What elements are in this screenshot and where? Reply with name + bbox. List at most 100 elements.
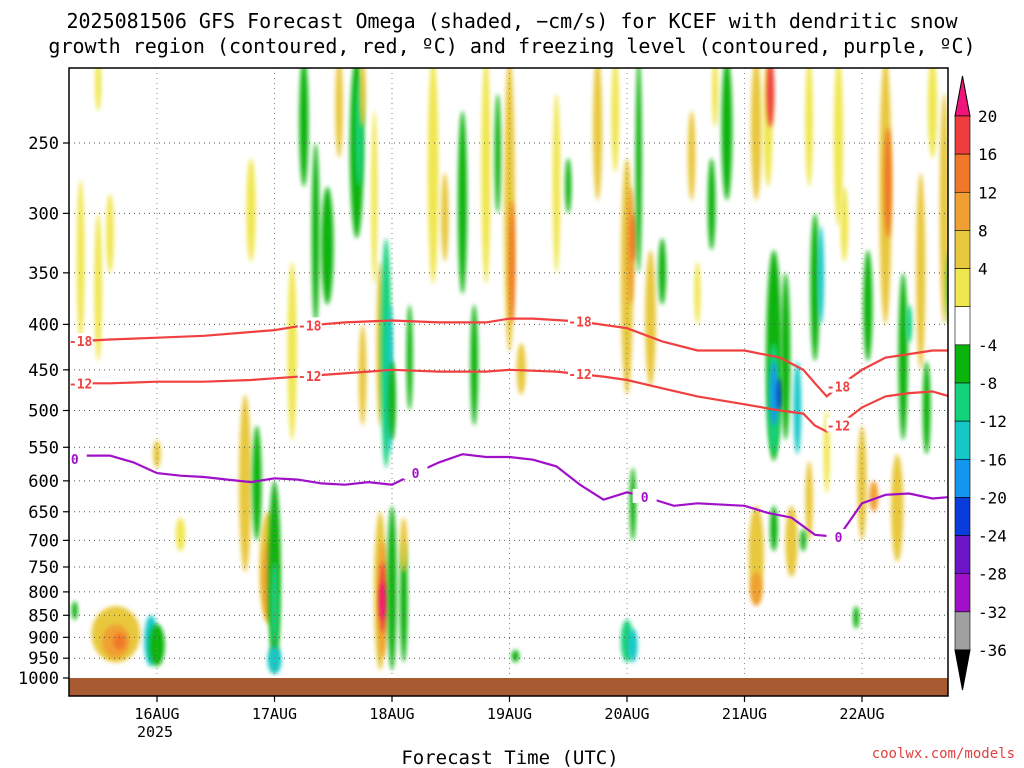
omega-shade-cell [645, 250, 656, 387]
colorbar-label: -28 [978, 565, 1007, 584]
contour-label: -18 [298, 319, 322, 334]
x-year-label: 2025 [137, 723, 173, 741]
y-tick-label: 750 [28, 558, 59, 578]
y-tick-label: 300 [28, 204, 59, 224]
y-tick-label: 650 [28, 503, 59, 523]
colorbar-label: 16 [978, 145, 997, 164]
colorbar-label: -24 [978, 527, 1007, 546]
x-tick-label: 19AUG [487, 705, 532, 723]
contour-label-bg [568, 313, 592, 328]
omega-shade-cell [658, 238, 667, 305]
contour-label: -18 [827, 381, 851, 396]
omega-shade-cell [840, 186, 849, 262]
contour-label-bg [826, 417, 851, 432]
omega-shade-cell [399, 540, 408, 663]
x-tick-label: 20AUG [604, 705, 649, 723]
omega-shade-cell [267, 645, 282, 675]
y-tick-label: 700 [28, 531, 59, 551]
omega-shade-cell [359, 68, 366, 128]
y-tick-label: 600 [28, 472, 59, 492]
ground-surface [69, 678, 948, 696]
colorbar-swatch [954, 153, 971, 193]
omega-shade-cell [863, 250, 873, 362]
omega-shade-cell [481, 68, 491, 284]
contours-group: -18 -18 -18 -18 -12 -12 -12 -12 0 0 0 0 [69, 313, 948, 546]
y-tick-label: 850 [28, 606, 59, 626]
omega-shade-cell [427, 68, 439, 284]
colorbar-label: -4 [978, 336, 997, 355]
omega-shade-cell [766, 68, 775, 128]
omega-shade-cell [800, 529, 807, 552]
colorbar-swatch [954, 535, 971, 575]
omega-shade-cell [457, 110, 468, 295]
colorbar-label: -12 [978, 412, 1007, 431]
omega-shade-cell [95, 68, 102, 111]
omega-shade-cell [776, 378, 783, 411]
omega-shade-cell [927, 68, 938, 159]
omega-shade-cell [106, 193, 114, 273]
omega-shade-cell [884, 127, 892, 239]
colorbar-swatch [954, 268, 971, 308]
omega-shade-cell [687, 110, 696, 201]
x-tick-label: 22AUG [839, 705, 884, 723]
omega-shade-cell [379, 582, 386, 620]
omega-shade-cell [299, 68, 309, 187]
y-axis: 2503003504004505005506006507007508008509… [18, 134, 69, 689]
y-tick-label: 550 [28, 438, 59, 458]
contour-label-bg [297, 317, 322, 332]
colorbar-swatch [954, 230, 971, 269]
omega-shade-cell [311, 143, 320, 325]
contour-label-bg [826, 378, 851, 393]
colorbar: 20 16 12 8 4 -4 -8 -12 -16 -20 -24 -28 -32 -36 [954, 75, 1007, 691]
y-tick-label: 1000 [18, 669, 59, 689]
colorbar-label: 4 [978, 260, 988, 279]
omega-shade-cell [939, 93, 948, 325]
omega-shade-cell [516, 343, 526, 395]
omega-shade-cell [441, 172, 449, 262]
omega-shade-cell [358, 324, 367, 426]
omega-shade-cell [94, 213, 103, 362]
colorbar-swatch [954, 191, 971, 231]
omega-shade-cell [71, 601, 78, 620]
contour-label: -12 [298, 370, 321, 385]
omega-shade-cell [891, 454, 904, 562]
omega-shade-cell [781, 272, 791, 441]
omega-shade-cell [149, 624, 165, 667]
omega-shade-cell [287, 261, 297, 441]
contour-label-bg [297, 367, 322, 382]
omega-shade-cell [113, 633, 126, 650]
watermark: coolwx.com/models [872, 746, 1015, 762]
omega-shade-cell [629, 467, 636, 541]
y-tick-label: 350 [28, 264, 59, 284]
omega-shading [71, 68, 948, 675]
y-tick-label: 500 [28, 402, 59, 422]
omega-shade-cell [817, 226, 824, 325]
omega-shade-cell [750, 572, 763, 607]
omega-shade-cell [175, 517, 186, 552]
omega-shade-cell [246, 158, 256, 262]
contour-label: 0 [71, 453, 79, 468]
omega-shade-cell [629, 213, 636, 262]
colorbar-label: -16 [978, 450, 1007, 469]
omega-shade-cell [335, 68, 343, 159]
colorbar-label: -20 [978, 488, 1007, 507]
colorbar-top-arrow [954, 75, 971, 117]
colorbar-label: -36 [978, 641, 1007, 660]
contour-label-bg [568, 366, 592, 381]
omega-shade-cell [853, 606, 860, 629]
colorbar-swatch [954, 458, 971, 498]
y-tick-label: 400 [28, 315, 59, 335]
omega-shade-cell [707, 158, 716, 251]
omega-shade-cell [793, 361, 802, 455]
omega-shade-cell [388, 361, 396, 441]
omega-shade-cell [406, 304, 413, 411]
contour-label: 0 [641, 491, 649, 506]
colorbar-label: -32 [978, 603, 1007, 622]
colorbar-bottom-arrow [954, 649, 971, 691]
contour-label: -12 [568, 368, 591, 383]
omega-shade-cell [611, 68, 620, 173]
omega-shade-cell [922, 361, 931, 455]
contour-label-bg [69, 451, 87, 466]
colorbar-swatch [954, 420, 971, 460]
